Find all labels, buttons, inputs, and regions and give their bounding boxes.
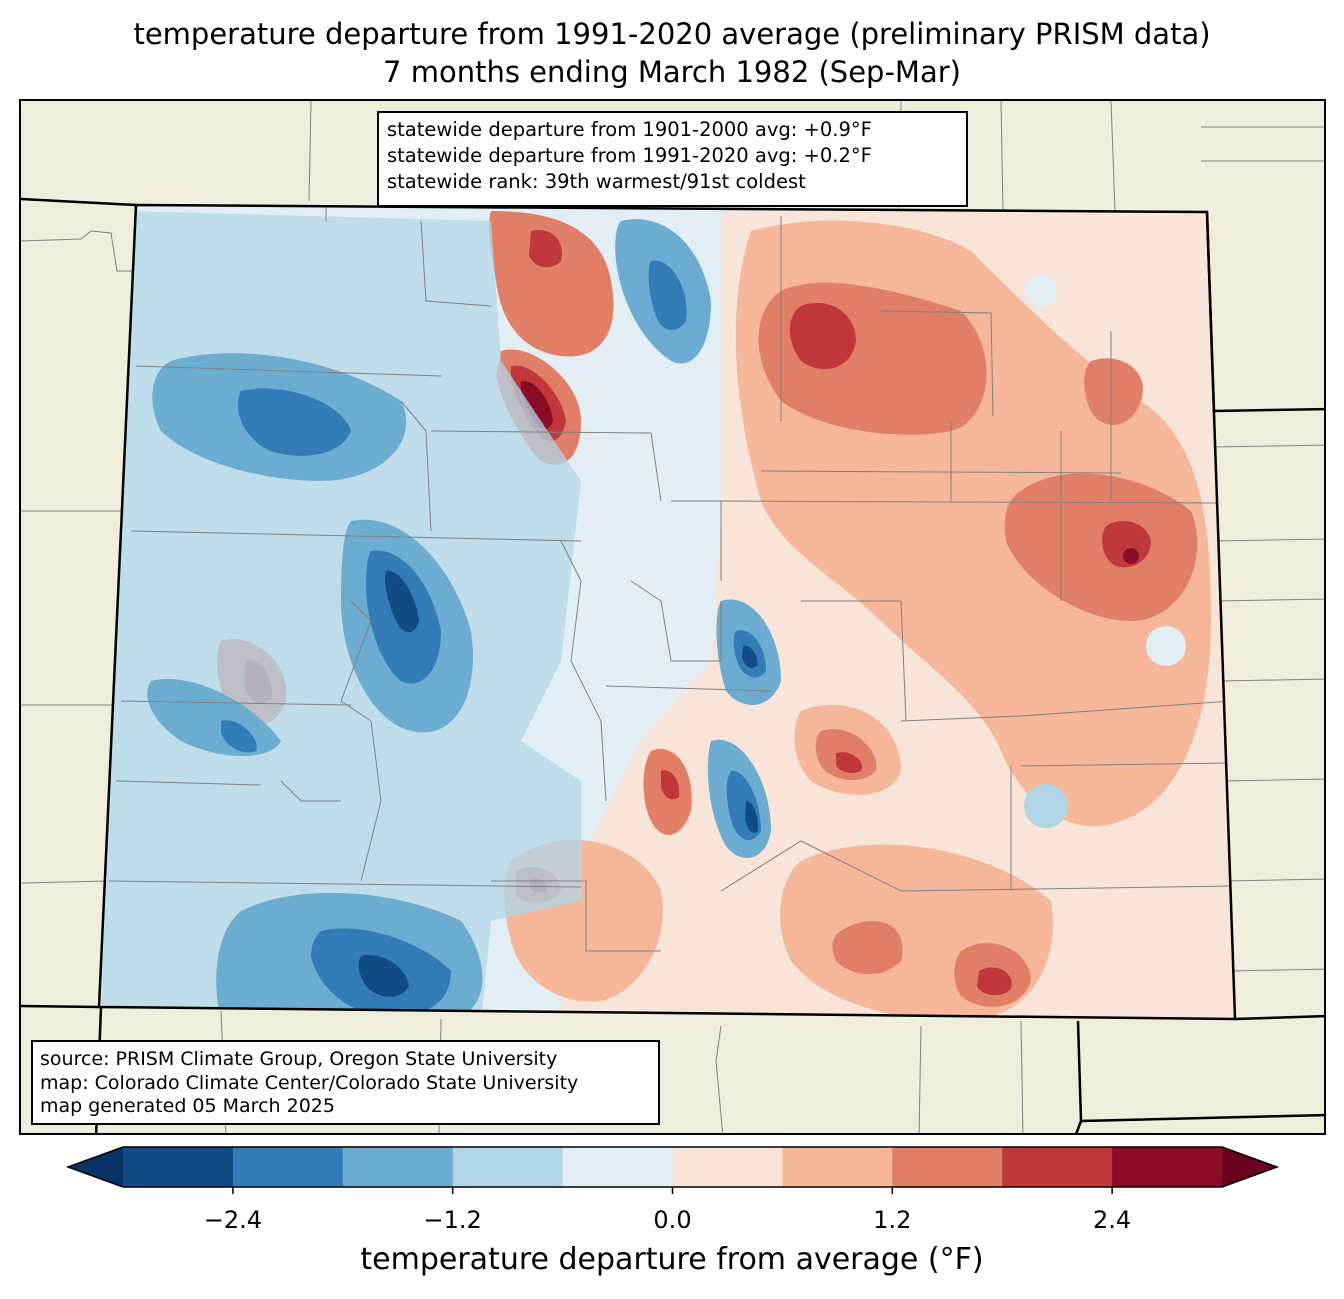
colorbar <box>65 1146 1280 1194</box>
source-credit-box: source: PRISM Climate Group, Oregon Stat… <box>31 1040 660 1125</box>
statewide-stats-box: statewide departure from 1901-2000 avg: … <box>377 111 968 207</box>
map-frame <box>19 99 1326 1135</box>
state-borders <box>21 197 1324 1133</box>
colorbar-tick-label: −1.2 <box>423 1206 482 1234</box>
map-title-line2: 7 months ending March 1982 (Sep-Mar) <box>383 55 961 89</box>
stats-departure-1991-2020: statewide departure from 1991-2020 avg: … <box>387 144 872 167</box>
map-title-line1: temperature departure from 1991-2020 ave… <box>133 17 1211 51</box>
colorbar-under-extension <box>68 1147 123 1187</box>
stats-departure-1901-2000: statewide departure from 1901-2000 avg: … <box>387 118 872 141</box>
source-line: source: PRISM Climate Group, Oregon Stat… <box>40 1048 558 1070</box>
colorbar-tick-label: 1.2 <box>873 1206 912 1234</box>
colorbar-outline <box>65 1146 1280 1188</box>
colorbar-level-8 <box>1002 1147 1113 1187</box>
colorbar-level-0 <box>123 1147 234 1187</box>
colorbar-level-9 <box>1112 1147 1223 1187</box>
colorbar-tick-label: 0.0 <box>653 1206 692 1234</box>
county-lines <box>108 205 1235 952</box>
colorbar-level-1 <box>232 1147 344 1187</box>
colorbar-label: temperature departure from average (°F) <box>360 1242 984 1277</box>
colorbar-level-5 <box>672 1147 783 1187</box>
colorbar-level-4 <box>562 1147 673 1187</box>
stats-rank: statewide rank: 39th warmest/91st coldes… <box>387 170 806 193</box>
map-credit-line: map: Colorado Climate Center/Colorado St… <box>40 1071 579 1094</box>
colorbar-tick-label: 2.4 <box>1093 1206 1132 1234</box>
colorado-map <box>21 101 1324 1133</box>
colorbar-level-6 <box>782 1147 893 1187</box>
colorbar-tick-label: −2.4 <box>203 1206 263 1234</box>
colorbar-level-3 <box>452 1147 564 1187</box>
temperature-field <box>99 205 1235 1019</box>
colorbar-level-7 <box>892 1147 1003 1187</box>
generated-date-line: map generated 05 March 2025 <box>40 1095 335 1117</box>
colorbar-over-extension <box>1222 1147 1277 1187</box>
colorbar-level-2 <box>342 1147 454 1187</box>
